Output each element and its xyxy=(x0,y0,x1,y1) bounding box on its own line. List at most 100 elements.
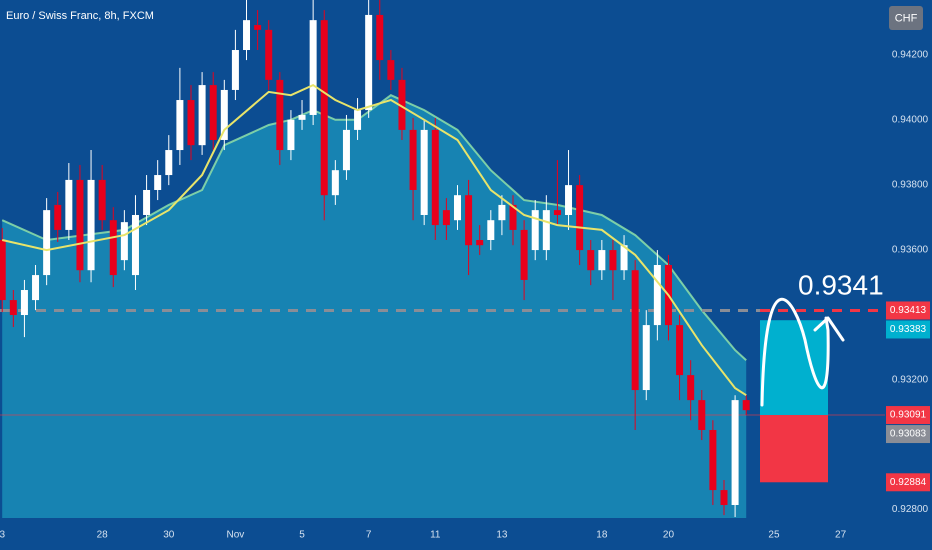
candle-body xyxy=(298,114,306,120)
price-tag xyxy=(886,473,930,492)
candle-body xyxy=(642,325,650,391)
candle-body xyxy=(720,490,728,506)
candle-body xyxy=(187,100,195,146)
x-tick-label: 25 xyxy=(768,530,780,541)
x-tick-label: 20 xyxy=(663,530,675,541)
candle-body xyxy=(531,210,539,251)
candle-body xyxy=(120,222,128,261)
candle-body xyxy=(687,375,695,401)
candle-body xyxy=(309,20,317,115)
candle-body xyxy=(631,270,639,391)
candle-body xyxy=(365,14,373,111)
candle-body xyxy=(320,20,328,196)
candle-body xyxy=(731,400,739,506)
position-stop-zone xyxy=(760,415,828,483)
candle-body xyxy=(32,275,40,301)
x-tick-label: 11 xyxy=(430,530,441,541)
candle-body xyxy=(220,89,228,140)
ma-area xyxy=(2,95,747,518)
candle-body xyxy=(420,129,428,215)
candle-body xyxy=(565,185,573,215)
candle-body xyxy=(287,119,295,151)
candle-body xyxy=(387,60,395,80)
candle-body xyxy=(676,325,684,376)
candle-body xyxy=(442,210,450,226)
candle-body xyxy=(509,204,517,230)
position-target-zone xyxy=(760,320,828,416)
candle-body xyxy=(576,185,584,251)
candle-body xyxy=(698,400,706,430)
candle-body xyxy=(98,179,106,221)
candle-body xyxy=(487,220,495,241)
y-tick-label: 0.93800 xyxy=(892,179,929,190)
price-tag xyxy=(886,320,930,339)
price-tag-label: 0.93383 xyxy=(890,324,927,335)
x-tick-label: 7 xyxy=(366,530,372,541)
candle-body xyxy=(154,175,162,190)
candle-body xyxy=(453,195,461,221)
y-tick-label: 0.93200 xyxy=(892,374,929,385)
ma-fast-line xyxy=(1,83,747,397)
x-tick-label: 30 xyxy=(163,530,175,541)
candle-body xyxy=(653,265,661,326)
candle-body xyxy=(254,25,262,30)
candle-body xyxy=(542,210,550,251)
candle-body xyxy=(109,220,117,276)
candle-body xyxy=(620,245,628,271)
currency-button[interactable] xyxy=(889,6,923,30)
candle-body xyxy=(265,29,273,80)
candle-body xyxy=(465,195,473,246)
candle-body xyxy=(131,214,139,276)
x-tick-label: 13 xyxy=(496,530,508,541)
candle-body xyxy=(520,229,528,280)
candle-body xyxy=(598,250,606,271)
candle-body xyxy=(65,179,73,230)
price-tag xyxy=(886,425,930,444)
candle-body xyxy=(76,179,84,271)
candle-body xyxy=(742,400,750,411)
y-tick-label: 0.93600 xyxy=(892,244,929,255)
price-tag-label: 0.93413 xyxy=(890,305,927,316)
price-tag-label: 0.92884 xyxy=(890,477,927,488)
candle-body xyxy=(54,204,62,230)
x-tick-label: 18 xyxy=(596,530,608,541)
candle-body xyxy=(609,250,617,271)
candle-body xyxy=(231,50,239,90)
currency-button-label[interactable]: CHF xyxy=(895,12,918,24)
candle-body xyxy=(342,129,350,171)
forecast-arrow xyxy=(760,297,845,407)
candle-body xyxy=(398,79,406,130)
candle-body xyxy=(276,79,284,151)
price-tag-label: 0.93091 xyxy=(890,410,927,421)
x-tick-label: 5 xyxy=(299,530,305,541)
x-tick-label: 28 xyxy=(97,530,109,541)
candle-body xyxy=(476,240,484,246)
x-tick-label: 3 xyxy=(0,530,5,541)
chart-title: Euro / Swiss Franc, 8h, FXCM xyxy=(6,10,154,22)
candle-body xyxy=(176,100,184,151)
forecast-price: 0.9341 xyxy=(798,269,884,300)
candle-body xyxy=(20,290,28,316)
candle-body xyxy=(553,210,561,215)
candle-body xyxy=(143,189,151,215)
candle-body xyxy=(498,204,506,221)
candle-body xyxy=(165,150,173,176)
candle-body xyxy=(87,179,95,271)
candle-body xyxy=(331,170,339,196)
x-tick-label: Nov xyxy=(227,530,245,541)
candle-body xyxy=(431,129,439,226)
candle-body xyxy=(354,110,362,130)
x-tick-label: 27 xyxy=(835,530,847,541)
candle-body xyxy=(43,210,51,276)
candle-body xyxy=(409,129,417,190)
ma-slow-line xyxy=(1,94,747,361)
y-tick-label: 0.94200 xyxy=(892,50,929,61)
candle-body xyxy=(243,20,251,51)
y-tick-label: 0.92800 xyxy=(892,504,929,515)
candle-body xyxy=(209,85,217,140)
candle-body xyxy=(0,240,6,301)
y-tick-label: 0.94000 xyxy=(892,114,929,125)
